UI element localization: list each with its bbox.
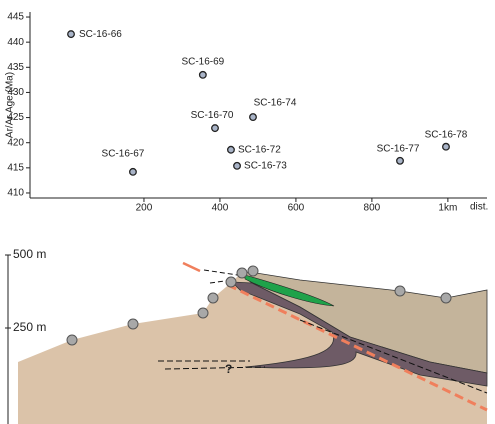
y-tick-label: 425 [7,112,24,123]
y-tick-label: 415 [7,162,24,173]
point-label: SC-16-70 [191,110,234,121]
x-tick-label: 600 [288,203,305,214]
folded-layer [230,281,488,387]
site [197,307,209,319]
y-tick-label: 420 [7,137,24,148]
x-axis-label: dist. [470,202,488,213]
x-tick-label: 200 [136,203,153,214]
point [249,113,257,122]
site [440,292,452,304]
point [67,30,75,39]
site [207,292,219,304]
point [396,156,404,165]
point-label: SC-16-73 [244,160,287,171]
site [247,265,259,277]
y-tick-label: 440 [7,37,24,48]
y-tick-label: 410 [7,188,24,199]
sample-sites [66,265,452,346]
point [211,124,219,133]
point [227,145,235,154]
cross-section: ? 500 m 250 m [5,247,488,424]
scale-label: 500 m [13,247,46,261]
unknown-mark: ? [225,362,232,376]
site [394,285,406,297]
x-tick-label: 400 [212,203,229,214]
point [442,142,450,151]
y-axis-label: Ar/Ar Age (Ma) [5,72,16,138]
site [127,318,139,330]
site [225,276,237,288]
x-tick-label: 1km [438,203,457,214]
x-tick-label: 800 [364,203,381,214]
point-label: SC-16-67 [102,149,145,160]
point [233,161,241,170]
y-tick-label: 430 [7,87,24,98]
site [236,267,248,279]
point-label: SC-16-74 [254,98,297,109]
inferred-dashed [164,366,266,370]
site [66,334,78,346]
y-tick-label: 445 [7,12,24,23]
point [128,167,137,176]
contact-dashed [299,319,488,394]
point [198,70,207,79]
fault-dashed [227,283,488,412]
point-label: SC-16-77 [377,143,420,154]
scale-label: 250 m [13,320,46,334]
point-label: SC-16-78 [425,129,468,140]
fault-solid [182,261,201,273]
point-label: SC-16-66 [79,29,122,40]
point-label: SC-16-72 [238,144,281,155]
green-lens [244,274,335,307]
point-label: SC-16-69 [181,56,224,67]
y-tick-label: 435 [7,62,24,73]
